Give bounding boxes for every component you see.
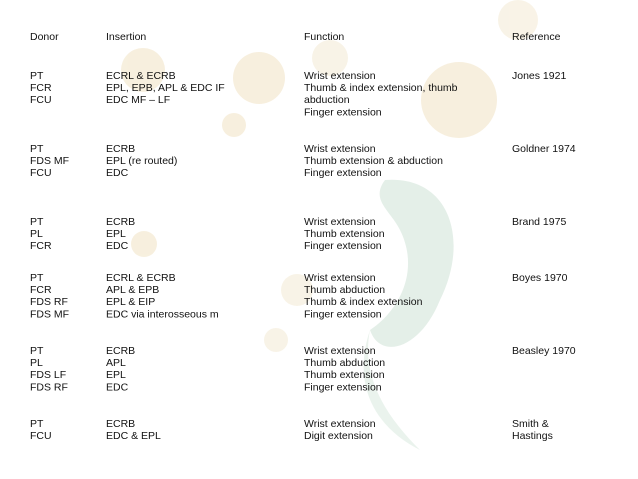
cell-reference: Brand 1975 (512, 216, 566, 228)
cell-function: Digit extension (304, 430, 373, 442)
cell-function: Thumb abduction (304, 284, 385, 296)
cell-reference: Smith & (512, 418, 549, 430)
cell-insertion: EPL (106, 369, 126, 381)
cell-insertion: EDC & EPL (106, 430, 161, 442)
header-function: Function (304, 31, 344, 43)
cell-function: Thumb extension (304, 228, 385, 240)
cell-function: Thumb extension & abduction (304, 155, 443, 167)
cell-donor: FCR (30, 284, 52, 296)
cell-function: Finger extension (304, 106, 382, 118)
cell-donor: PT (30, 143, 44, 155)
header-insertion: Insertion (106, 31, 146, 43)
cell-insertion: ECRL & ECRB (106, 272, 176, 284)
cell-function: Wrist extension (304, 70, 376, 82)
cell-donor: FCU (30, 167, 52, 179)
cell-donor: FCU (30, 94, 52, 106)
cell-insertion: EPL, EPB, APL & EDC IF (106, 82, 225, 94)
cell-insertion: EDC (106, 381, 129, 393)
cell-function: Wrist extension (304, 345, 376, 357)
background-decoration (121, 0, 538, 450)
cell-donor: PT (30, 345, 44, 357)
cell-donor: PT (30, 216, 44, 228)
cell-function: Finger extension (304, 381, 382, 393)
cell-insertion: APL (106, 357, 126, 369)
cell-donor: PL (30, 357, 43, 369)
cell-insertion: EDC (106, 240, 129, 252)
cell-insertion: EDC via interosseous m (106, 308, 219, 320)
header-reference: Reference (512, 31, 561, 43)
cell-function: Finger extension (304, 240, 382, 252)
cell-donor: FDS LF (30, 369, 66, 381)
cell-function: Wrist extension (304, 143, 376, 155)
cell-function: Thumb extension (304, 369, 385, 381)
cell-donor: PL (30, 228, 43, 240)
cell-insertion: ECRB (106, 216, 135, 228)
cell-function: Wrist extension (304, 216, 376, 228)
cell-reference: Hastings (512, 430, 553, 442)
cell-insertion: ECRB (106, 418, 135, 430)
cell-function: Finger extension (304, 167, 382, 179)
cell-function: Thumb abduction (304, 357, 385, 369)
table: Donor Insertion Function ReferencePTFCRFCUE… (30, 31, 576, 442)
cell-donor: PT (30, 418, 44, 430)
cell-function: Thumb & index extension (304, 296, 423, 308)
cell-reference: Beasley 1970 (512, 345, 576, 357)
cell-insertion: EDC (106, 167, 129, 179)
cell-donor: FDS RF (30, 296, 68, 308)
cell-donor: FDS MF (30, 155, 69, 167)
cell-reference: Boyes 1970 (512, 272, 568, 284)
cell-donor: FDS MF (30, 308, 69, 320)
cell-insertion: EDC MF – LF (106, 94, 170, 106)
cell-donor: PT (30, 272, 44, 284)
cell-function: Thumb & index extension, thumb (304, 82, 458, 94)
cell-function: Wrist extension (304, 418, 376, 430)
cell-insertion: EPL & EIP (106, 296, 155, 308)
cell-reference: Goldner 1974 (512, 143, 576, 155)
cell-insertion: EPL (106, 228, 126, 240)
cell-donor: FCR (30, 82, 52, 94)
cell-donor: PT (30, 70, 44, 82)
cell-reference: Jones 1921 (512, 70, 566, 82)
cell-insertion: EPL (re routed) (106, 155, 177, 167)
cell-insertion: ECRB (106, 143, 135, 155)
cell-insertion: APL & EPB (106, 284, 159, 296)
cell-donor: FCR (30, 240, 52, 252)
cell-donor: FCU (30, 430, 52, 442)
cell-function: abduction (304, 94, 350, 106)
cell-function: Wrist extension (304, 272, 376, 284)
cell-donor: FDS RF (30, 381, 68, 393)
cell-insertion: ECRB (106, 345, 135, 357)
cell-function: Finger extension (304, 308, 382, 320)
cell-insertion: ECRL & ECRB (106, 70, 176, 82)
header-donor: Donor (30, 31, 59, 43)
